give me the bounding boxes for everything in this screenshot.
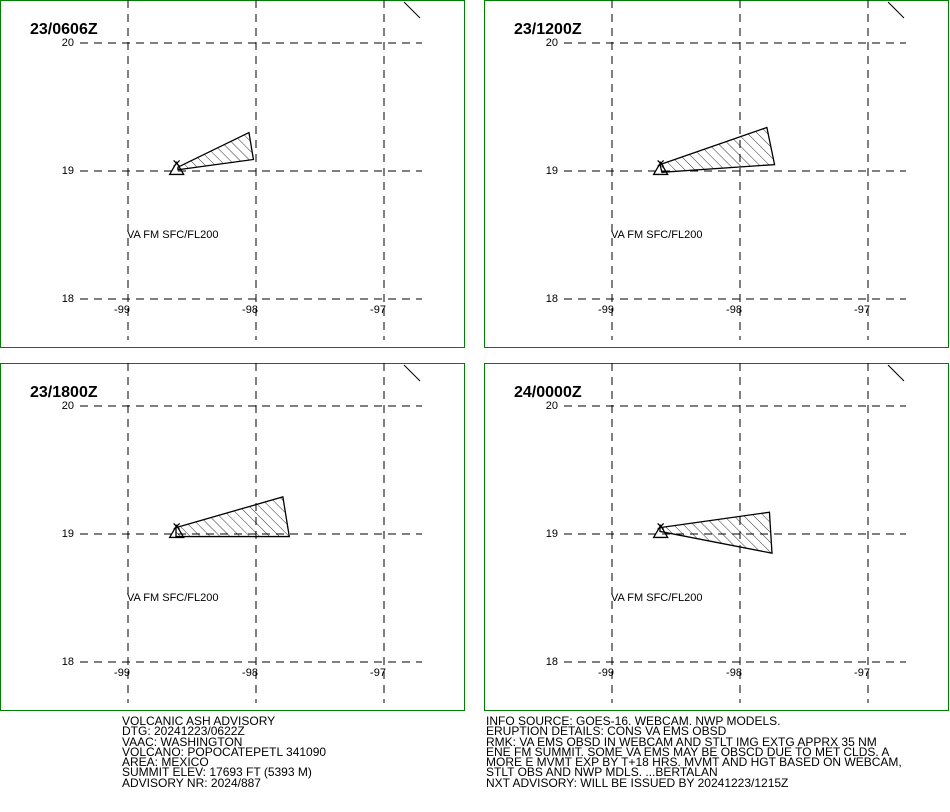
level-label: VA FM SFC/FL200 (127, 229, 219, 241)
lat-label: 20 (546, 37, 558, 49)
lat-label: 18 (62, 293, 74, 305)
advisory-line: DTG: 20241223/0622Z (122, 724, 245, 739)
panel-title: 23/1200Z (514, 21, 582, 38)
ash-area (659, 126, 776, 173)
lon-label: -97 (370, 304, 386, 316)
advisory-line: ENE FM SUMMIT. SOME VA EMS MAY BE OBSCD … (486, 744, 890, 759)
lat-label: 18 (546, 293, 558, 305)
volcano-marker (652, 522, 669, 539)
advisory-header: VOLCANIC ASH ADVISORY DTG: 20241223/0622Z… (122, 714, 327, 790)
advisory-line: STLT OBS AND NWP MDLS. ...BERTALAN (486, 765, 718, 780)
volcano-marker (168, 522, 185, 539)
ash-area (177, 131, 255, 171)
panel-frame (484, 0, 949, 348)
advisory-line: VOLCANIC ASH ADVISORY (122, 714, 276, 728)
advisory-line: VAAC: WASHINGTON (122, 734, 243, 749)
lon-label: -99 (114, 304, 130, 316)
advisory-line: INFO SOURCE: GOES-16. WEBCAM. NWP MODELS… (486, 714, 781, 728)
lat-label: 19 (546, 528, 558, 540)
advisory-remarks: INFO SOURCE: GOES-16. WEBCAM. NWP MODELS… (486, 714, 902, 790)
corner-mark (887, 364, 905, 382)
ash-area (659, 511, 773, 554)
lon-label: -99 (598, 304, 614, 316)
lat-label: 18 (62, 656, 74, 668)
panel-frame (0, 363, 465, 711)
lon-label: -98 (242, 667, 258, 679)
lon-label: -99 (114, 667, 130, 679)
lon-label: -97 (854, 667, 870, 679)
lon-label: -99 (598, 667, 614, 679)
volcano-marker (652, 159, 669, 176)
advisory-line: VOLCANO: POPOCATEPETL 341090 (122, 744, 327, 759)
lon-label: -97 (370, 667, 386, 679)
lat-label: 19 (546, 165, 558, 177)
lon-label: -98 (242, 304, 258, 316)
advisory-line: ERUPTION DETAILS: CONS VA EMS OBSD (486, 724, 727, 739)
lon-label: -97 (854, 304, 870, 316)
level-label: VA FM SFC/FL200 (127, 592, 219, 604)
volcano-marker (168, 159, 185, 176)
corner-mark (403, 364, 421, 382)
lon-label: -98 (726, 304, 742, 316)
lat-label: 19 (62, 165, 74, 177)
panel-title: 24/0000Z (514, 384, 582, 401)
advisory-line: SUMMIT ELEV: 17693 FT (5393 M) (122, 765, 312, 780)
corner-mark (403, 1, 421, 19)
panel-title: 23/1800Z (30, 384, 98, 401)
advisory-line: NXT ADVISORY: WILL BE ISSUED BY 20241223… (486, 775, 789, 790)
lat-label: 20 (62, 37, 74, 49)
level-label: VA FM SFC/FL200 (611, 592, 703, 604)
ash-area (175, 496, 291, 538)
panel-frame (484, 363, 949, 711)
level-label: VA FM SFC/FL200 (611, 229, 703, 241)
lon-label: -98 (726, 667, 742, 679)
panel-title: 23/0606Z (30, 21, 98, 38)
lat-label: 19 (62, 528, 74, 540)
lat-label: 20 (546, 400, 558, 412)
corner-mark (887, 1, 905, 19)
advisory-line: AREA: MEXICO (122, 755, 209, 770)
panel-frame (0, 0, 465, 348)
advisory-line: RMK: VA EMS OBSD IN WEBCAM AND STLT IMG … (486, 734, 877, 749)
advisory-line: MORE E MVMT EXP BY T+18 HRS. MVMT AND HG… (486, 755, 902, 770)
lat-label: 18 (546, 656, 558, 668)
lat-label: 20 (62, 400, 74, 412)
advisory-line: ADVISORY NR: 2024/887 (122, 775, 261, 790)
